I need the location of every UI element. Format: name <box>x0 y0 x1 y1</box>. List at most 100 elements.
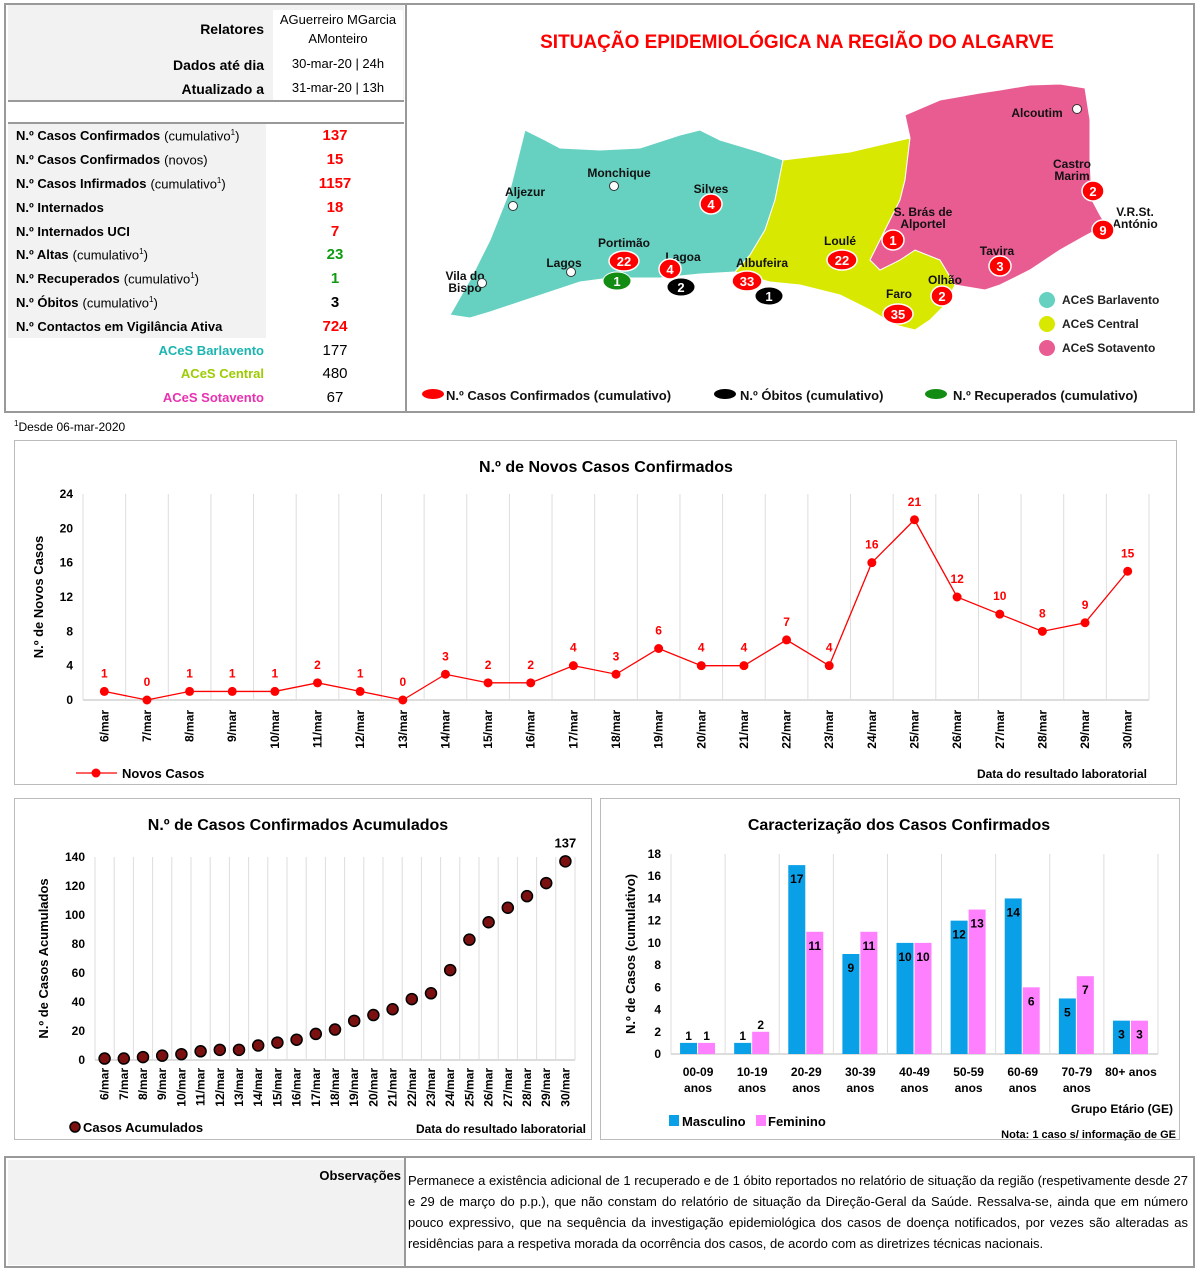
y-tick-label: 4 <box>66 659 73 673</box>
x-tick-label: 23/mar <box>424 1068 438 1107</box>
x-tick-label: 28/mar <box>1035 710 1049 749</box>
aces-row: ACeS Sotavento 67 <box>8 385 404 410</box>
x-tick-label: 29/mar <box>1078 710 1092 749</box>
municipality-label: Silves <box>694 182 729 196</box>
data-point <box>142 695 152 705</box>
legend-label: Masculino <box>682 1114 746 1129</box>
marker-legend-label: N.º Casos Confirmados (cumulativo) <box>446 388 671 403</box>
stat-row: N.º Casos Confirmados (cumulativo1) 137 <box>8 124 404 148</box>
data-point <box>175 1047 188 1061</box>
x-tick-label: 19/mar <box>652 710 666 749</box>
x-tick-label: 16/mar <box>290 1068 304 1107</box>
divider <box>8 100 404 102</box>
x-tick-label: 28/mar <box>520 1068 534 1107</box>
y-tick-label: 80 <box>72 937 86 951</box>
stat-name: N.º Casos Confirmados <box>16 152 161 168</box>
data-label: 12 <box>952 928 966 942</box>
municipality-label: S. Brás de <box>894 205 953 219</box>
legend-marker-icon <box>69 1121 81 1133</box>
municipality-label: V.R.St. <box>1116 205 1154 219</box>
town-dot-icon <box>1072 104 1082 114</box>
bar <box>1076 976 1094 1054</box>
x-tick-label: 26/mar <box>950 710 964 749</box>
data-point <box>99 686 109 696</box>
y-tick-label: 0 <box>66 693 73 707</box>
x-tick-label: anos <box>792 1081 820 1095</box>
x-tick-label: 12/mar <box>213 1068 227 1107</box>
data-point <box>290 1033 303 1046</box>
bar <box>1058 998 1076 1054</box>
stat-name: N.º Internados UCI <box>16 223 130 239</box>
data-point <box>155 1049 169 1062</box>
data-point <box>136 1050 150 1064</box>
death-count: 1 <box>765 289 772 304</box>
x-tick-label: 8/mar <box>183 710 197 742</box>
confirmed-count: 2 <box>938 289 945 304</box>
y-tick-label: 10 <box>648 936 662 950</box>
y-tick-label: 120 <box>65 879 85 893</box>
bottom-frame <box>4 1156 1195 1268</box>
y-tick-label: 12 <box>648 914 662 928</box>
x-axis-label: Data do resultado laboratorial <box>416 1122 586 1136</box>
x-tick-label: 30/mar <box>558 1068 572 1107</box>
legend-swatch-icon <box>1039 340 1055 356</box>
stat-row: N.º Casos Infirmados (cumulativo1) 1157 <box>8 171 404 196</box>
stats-table: N.º Casos Confirmados (cumulativo1) 137 N.º… <box>8 124 404 410</box>
chart-title: N.º de Novos Casos Confirmados <box>479 459 733 476</box>
municipality-label: Castro <box>1053 157 1091 171</box>
y-tick-label: 40 <box>72 995 86 1009</box>
data-point <box>117 1052 131 1065</box>
stat-note: (cumulativo1) <box>150 176 225 191</box>
bar <box>1004 898 1022 1054</box>
x-axis-label: Data do resultado laboratorial <box>977 767 1147 781</box>
data-point <box>782 635 792 645</box>
x-tick-label: anos <box>955 1081 983 1095</box>
stat-row: N.º Internados UCI 7 <box>8 219 404 243</box>
x-tick-label: 30-39 <box>845 1065 876 1079</box>
x-tick-label: 25/mar <box>462 1068 476 1107</box>
bar <box>734 1042 752 1054</box>
stat-row: N.º Internados 18 <box>8 195 404 220</box>
municipality-label: Albufeira <box>736 256 788 270</box>
confirmed-marker-icon <box>699 193 723 215</box>
region-legend-label: ACeS Central <box>1062 317 1139 331</box>
y-tick-label: 8 <box>66 624 73 638</box>
bar <box>860 931 878 1054</box>
recovered-count: 1 <box>613 274 620 289</box>
stat-note-text: (cumulativo <box>150 176 217 192</box>
stat-note-text: (cumulativo <box>72 247 140 263</box>
data-point <box>398 695 408 705</box>
aces-value: 480 <box>322 365 348 383</box>
stat-note: (cumulativo1) <box>73 247 148 262</box>
chart-age-sex: Caracterização dos Casos Confirmados 0 2 4 6… <box>600 798 1180 1141</box>
stat-tail: ) <box>235 128 240 144</box>
bar <box>680 1042 698 1054</box>
confirmed-count: 35 <box>891 307 905 322</box>
data-label: 12 <box>950 572 964 586</box>
data-point <box>424 987 438 1000</box>
atualizado-value: 31-mar-20 | 13h <box>273 76 403 100</box>
municipality-label: Vila do <box>445 269 484 283</box>
data-point <box>526 678 536 688</box>
stat-note: (novos) <box>164 152 207 167</box>
data-point <box>696 661 706 671</box>
stat-note: (cumulativo1) <box>124 271 199 286</box>
legend-label: Novos Casos <box>122 766 204 781</box>
bar <box>1112 1020 1130 1054</box>
stat-label: N.º Internados UCI <box>8 219 266 243</box>
x-tick-label: 15/mar <box>481 710 495 749</box>
x-tick-label: 17/mar <box>309 1068 323 1107</box>
top-frame <box>4 3 1195 413</box>
legend-marker-icon <box>925 389 947 399</box>
aces-label: ACeS Central <box>8 361 266 386</box>
x-tick-label: 23/mar <box>822 710 836 749</box>
x-tick-label: anos <box>738 1081 766 1095</box>
confirmed-count: 33 <box>740 274 754 289</box>
x-tick-label: 9/mar <box>155 1068 169 1100</box>
aces-row: ACeS Central 480 <box>8 361 404 386</box>
stat-name: N.º Internados <box>16 199 104 215</box>
y-tick-label: 12 <box>60 590 74 604</box>
data-point <box>501 901 515 914</box>
chart-note: Nota: 1 caso s/ informação de GE <box>1001 1129 1176 1141</box>
x-tick-label: 14/mar <box>251 1068 265 1107</box>
